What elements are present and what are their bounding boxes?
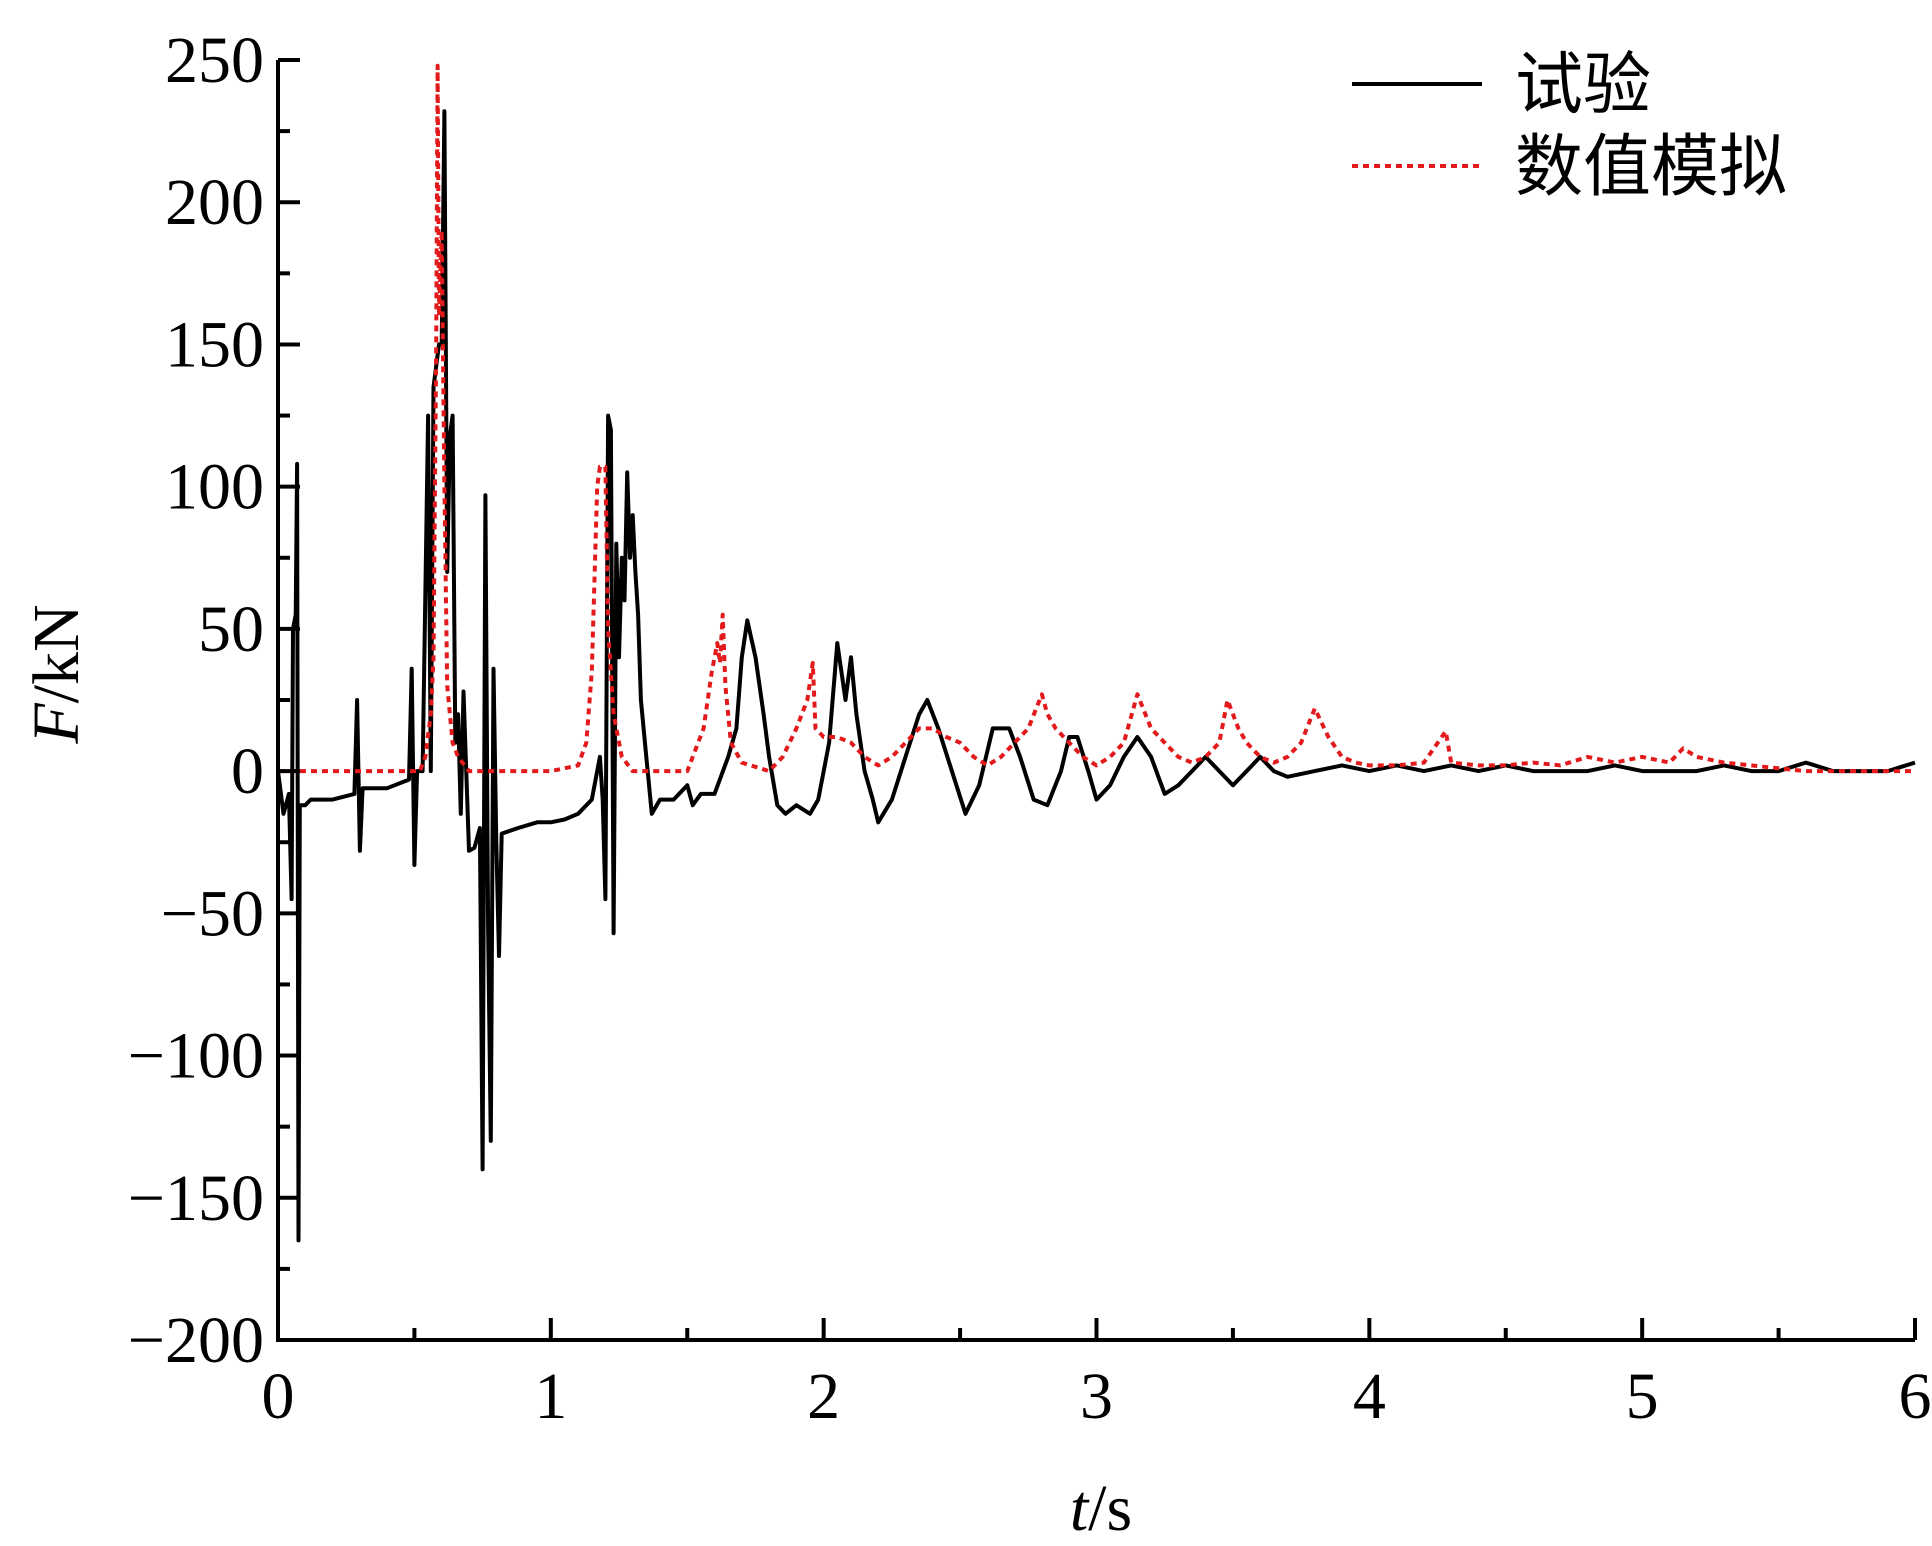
plot-lines [278, 63, 1916, 1243]
x-axis-title: t/s [1070, 1472, 1132, 1545]
ticks: −200 −150 −100 −50 0 50 100 150 200 250 0 1 2 3 4 5 6 [128, 24, 1932, 1433]
x-tick-label: 2 [807, 1360, 840, 1433]
x-axis-unit: /s [1088, 1472, 1132, 1545]
y-tick-label: 100 [165, 451, 264, 524]
y-tick-label: 0 [231, 735, 264, 808]
y-axis-unit: /kN [20, 604, 93, 703]
x-tick-label: 0 [262, 1360, 295, 1433]
legend-label-2: 数值模拟 [1515, 128, 1787, 207]
y-axis-title: F/kN [20, 604, 93, 744]
y-axis-var: F [20, 703, 93, 745]
y-tick-label: 50 [198, 593, 264, 666]
y-tick-label: 200 [165, 166, 264, 239]
series-line-2 [278, 63, 1915, 774]
axes [276, 60, 1915, 1342]
y-tick-label: −100 [128, 1020, 264, 1093]
x-tick-label: 3 [1080, 1360, 1113, 1433]
x-tick-label: 6 [1899, 1360, 1932, 1433]
y-tick-label: −200 [128, 1304, 264, 1377]
x-tick-label: 4 [1353, 1360, 1386, 1433]
y-tick-label: −50 [161, 877, 264, 950]
y-tick-label: −150 [128, 1162, 264, 1235]
legend-label-1: 试验 [1515, 46, 1651, 125]
y-tick-label: 150 [165, 308, 264, 381]
x-tick-label: 5 [1626, 1360, 1659, 1433]
series-line-1 [278, 109, 1916, 1243]
y-tick-label: 250 [165, 24, 264, 97]
x-axis-var: t [1070, 1472, 1090, 1545]
x-tick-label: 1 [534, 1360, 567, 1433]
